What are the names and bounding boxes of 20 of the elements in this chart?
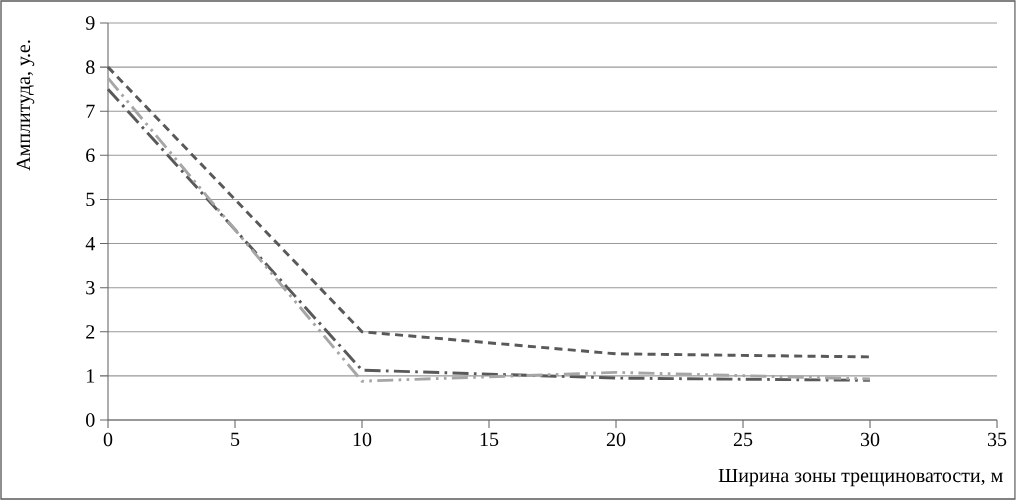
x-tick-label: 5 [231,432,240,446]
y-tick-label: 4 [85,236,95,251]
y-tick-label: 3 [86,280,95,295]
y-tick-label: 1 [87,369,95,383]
x-tick-label: 35 [987,432,1007,447]
y-tick-label: 5 [86,192,95,207]
x-tick-label: 15 [480,432,499,447]
y-tick-label: 8 [86,60,95,74]
x-tick-label: 0 [103,432,113,447]
x-tick-label: 30 [860,432,880,447]
y-tick-label: 0 [86,413,95,427]
x-tick-label: 10 [353,432,372,447]
y-tick-label: 2 [86,325,95,339]
y-tick-label: 9 [85,16,95,30]
x-tick-label: 25 [733,432,753,447]
x-tick-label: 20 [606,432,626,447]
y-tick-label: 7 [86,104,95,118]
y-axis-title: Амплитуда, у.е. [16,40,35,171]
y-tick-label: 6 [86,148,95,163]
x-axis-title: Ширина зоны трещиноватости, м [718,468,1003,487]
